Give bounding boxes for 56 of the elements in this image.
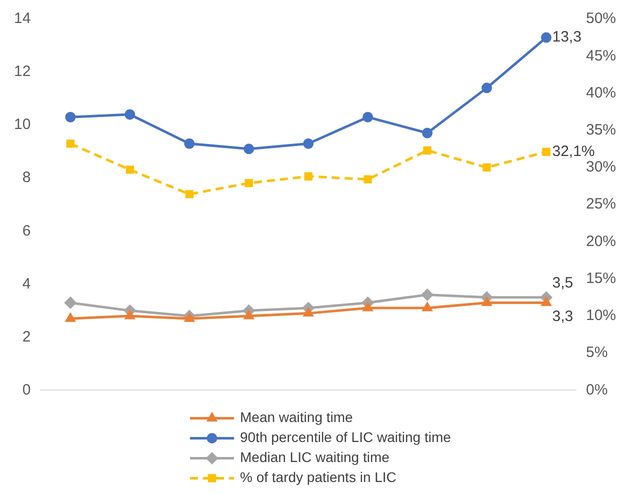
y2-tick-label: 30% [586,158,616,176]
y-tick-label: 8 [22,169,31,186]
point [362,112,374,122]
y2-tick-label: 5% [586,344,608,362]
point [184,313,194,322]
legend-label: Mean waiting time [240,409,354,426]
y-tick-label: 4 [22,275,31,292]
data-label: 3,3 [552,308,574,325]
point [542,297,551,306]
y-tick-label: 14 [14,10,31,28]
data-label: 32,1% [552,143,595,160]
y-tick-label: 10 [14,116,31,134]
point [482,297,492,306]
point [126,166,134,174]
point [65,112,76,122]
y2-tick-label: 45% [586,47,616,64]
legend-label: 90th percentile of LIC waiting time [240,429,452,446]
data-label: 13,3 [552,28,582,46]
y2-tick-label: 25% [586,196,616,213]
point [542,148,550,156]
point [64,296,76,308]
point [482,163,491,172]
point [482,82,492,94]
y2-tick-label: 15% [586,270,616,287]
point [423,146,432,154]
point [66,140,74,148]
point [184,138,195,149]
y-tick-label: 12 [14,63,31,80]
legend-label: Median LIC waiting time [240,449,390,466]
point [244,310,254,320]
point [422,128,433,138]
point [304,308,314,317]
y-tick-label: 2 [22,328,31,346]
y2-tick-label: 20% [586,232,616,250]
point [422,289,434,300]
y2-tick-label: 50% [586,10,616,28]
data-label: 3,5 [552,274,574,292]
point [304,172,312,180]
point [244,178,253,188]
point [185,190,194,198]
point [244,144,254,154]
point [364,175,372,184]
y-tick-label: 6 [22,222,31,240]
point [422,302,432,312]
point [124,109,136,120]
y2-tick-label: 40% [586,84,616,102]
point [66,313,76,322]
y2-tick-label: 0% [586,381,608,398]
y2-tick-label: 10% [586,307,616,324]
y2-tick-label: 35% [586,122,616,138]
legend-label: % of tardy patients in LIC [240,469,396,486]
point [125,310,135,320]
point [303,138,314,149]
y-tick-label: 0 [22,381,31,398]
point [540,32,552,43]
point [363,302,373,312]
